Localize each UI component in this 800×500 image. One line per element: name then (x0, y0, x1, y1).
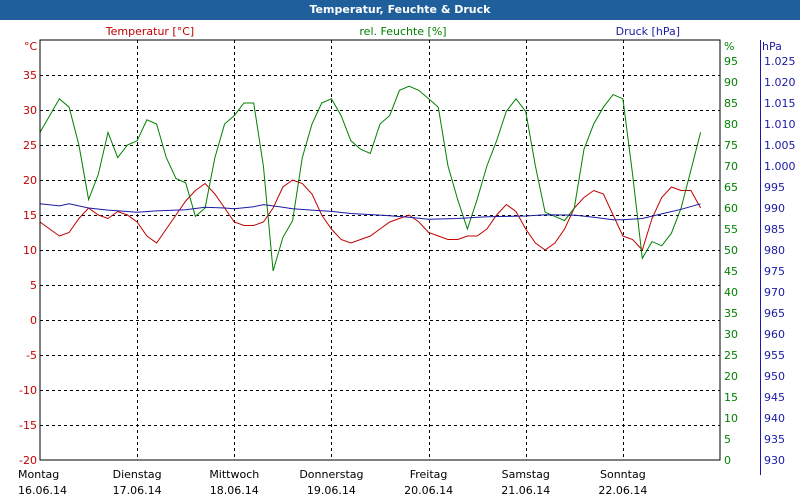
hum-tick-label: 85 (724, 97, 738, 110)
hum-tick-label: 10 (724, 412, 738, 425)
temp-tick-label: 20 (23, 174, 37, 187)
day-date-label: 22.06.14 (598, 484, 647, 497)
press-tick-label: 955 (764, 349, 785, 362)
temp-tick-label: 25 (23, 139, 37, 152)
day-date-label: 20.06.14 (404, 484, 453, 497)
temp-tick-label: -20 (19, 454, 37, 467)
press-tick-label: 975 (764, 265, 785, 278)
day-name-label: Dienstag (113, 468, 162, 481)
hum-tick-label: 75 (724, 139, 738, 152)
hum-tick-label: 0 (724, 454, 731, 467)
day-name-label: Samstag (502, 468, 550, 481)
press-tick-label: 1.025 (764, 55, 796, 68)
hum-tick-label: 50 (724, 244, 738, 257)
press-tick-label: 995 (764, 181, 785, 194)
day-date-label: 21.06.14 (501, 484, 550, 497)
press-tick-label: 945 (764, 391, 785, 404)
day-name-label: Donnerstag (299, 468, 363, 481)
press-tick-label: 940 (764, 412, 785, 425)
chart-svg: 35302520151050-5-10-15-20959085807570656… (18, 25, 796, 497)
press-tick-label: 960 (764, 328, 785, 341)
day-date-label: 19.06.14 (307, 484, 356, 497)
hum-tick-label: 55 (724, 223, 738, 236)
day-date-label: 18.06.14 (210, 484, 259, 497)
temp-tick-label: 5 (30, 279, 37, 292)
hum-tick-label: 90 (724, 76, 738, 89)
day-name-label: Mittwoch (209, 468, 259, 481)
temp-tick-label: 35 (23, 69, 37, 82)
day-name-label: Freitag (410, 468, 448, 481)
press-tick-label: 935 (764, 433, 785, 446)
press-tick-label: 930 (764, 454, 785, 467)
press-tick-label: 1.000 (764, 160, 796, 173)
window-title: Temperatur, Feuchte & Druck (0, 0, 800, 20)
hum-tick-label: 45 (724, 265, 738, 278)
press-tick-label: 990 (764, 202, 785, 215)
press-tick-label: 950 (764, 370, 785, 383)
press-tick-label: 1.020 (764, 76, 796, 89)
temp-tick-label: 0 (30, 314, 37, 327)
temp-axis-title: Temperatur [°C] (105, 25, 194, 38)
temp-tick-label: 30 (23, 104, 37, 117)
tick-labels: 35302520151050-5-10-15-20959085807570656… (18, 40, 796, 497)
temp-unit-label: °C (24, 40, 38, 53)
series-line-press (39, 203, 701, 221)
hum-axis-title: rel. Feuchte [%] (359, 25, 446, 38)
hum-tick-label: 20 (724, 370, 738, 383)
day-name-label: Sonntag (600, 468, 646, 481)
press-axis-title: Druck [hPa] (616, 25, 680, 38)
hum-tick-label: 15 (724, 391, 738, 404)
temp-tick-label: -10 (19, 384, 37, 397)
hum-tick-label: 70 (724, 160, 738, 173)
series-layer (39, 85, 702, 272)
series-line-hum (39, 85, 702, 272)
day-date-label: 17.06.14 (113, 484, 162, 497)
press-tick-label: 985 (764, 223, 785, 236)
press-tick-label: 980 (764, 244, 785, 257)
hum-unit-label: % (724, 40, 734, 53)
day-name-label: Montag (18, 468, 59, 481)
temp-tick-label: 15 (23, 209, 37, 222)
day-date-label: 16.06.14 (18, 484, 67, 497)
press-tick-label: 1.015 (764, 97, 796, 110)
hum-tick-label: 80 (724, 118, 738, 131)
plot-border (39, 39, 721, 461)
hum-tick-label: 35 (724, 307, 738, 320)
series-line-temp (39, 179, 702, 251)
hum-tick-label: 5 (724, 433, 731, 446)
temp-tick-label: -15 (19, 419, 37, 432)
grid (40, 40, 720, 460)
press-tick-label: 965 (764, 307, 785, 320)
press-tick-label: 1.005 (764, 139, 796, 152)
hum-tick-label: 25 (724, 349, 738, 362)
temp-tick-label: -5 (26, 349, 37, 362)
hum-tick-label: 65 (724, 181, 738, 194)
hum-tick-label: 30 (724, 328, 738, 341)
press-tick-label: 1.010 (764, 118, 796, 131)
temp-tick-label: 10 (23, 244, 37, 257)
hum-tick-label: 60 (724, 202, 738, 215)
press-unit-label: hPa (762, 40, 782, 53)
press-tick-label: 970 (764, 286, 785, 299)
hum-tick-label: 95 (724, 55, 738, 68)
hum-tick-label: 40 (724, 286, 738, 299)
